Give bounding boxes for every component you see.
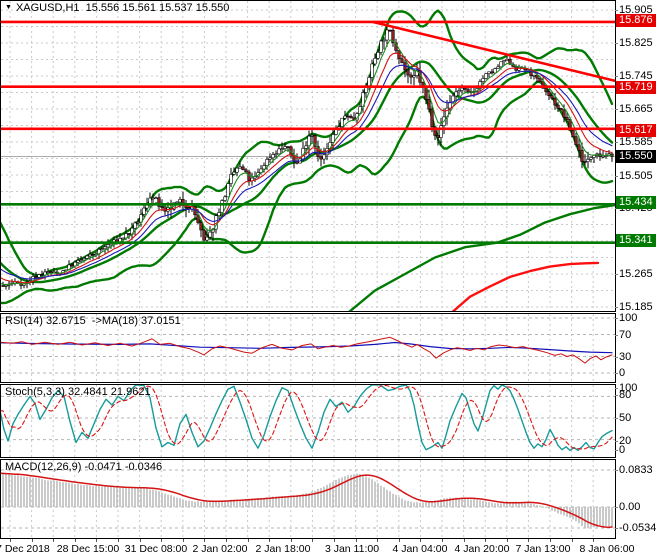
scale-label: 30 <box>614 351 632 363</box>
time-axis-tick <box>463 539 465 542</box>
time-axis-label: 4 Jan 20:00 <box>454 543 510 555</box>
scale-label: 100 <box>614 312 638 324</box>
time-axis-tick <box>420 539 422 542</box>
price-scale[interactable]: 15.905 15.825 15.745 15.665 15.585 15.505 15.4… <box>614 0 660 539</box>
time-axis-tick <box>139 539 141 542</box>
scale-label: 15.505 <box>615 170 653 182</box>
scale-label: 50 <box>614 412 632 424</box>
scale-label: 15.825 <box>615 37 653 49</box>
price-badge-resistance: 15.876 <box>616 13 656 27</box>
time-axis-label: 28 Dec 15:00 <box>56 543 120 555</box>
scale-label: 15.185 <box>615 301 653 313</box>
time-axis-tick <box>550 539 551 542</box>
time-axis-label: 2 Jan 02:00 <box>192 543 248 555</box>
scale-label: 0.00 <box>614 501 641 513</box>
time-axis-tick <box>31 539 33 542</box>
scale-label: 70 <box>614 329 632 341</box>
scale-label: 0.0833 <box>615 464 653 476</box>
stochastic-panel-chart[interactable] <box>0 384 616 458</box>
scale-label: 0 <box>614 367 626 379</box>
time-axis-tick <box>312 539 314 542</box>
time-axis-tick <box>269 539 271 542</box>
time-axis-tick <box>355 539 357 542</box>
scale-label: 15.265 <box>615 268 653 280</box>
price-badge-support: 15.341 <box>616 233 656 247</box>
time-axis-label: 3 Jan 11:00 <box>324 543 380 555</box>
time-axis-tick <box>118 539 119 542</box>
rsi-label: RSI(14) 32.6715 ->MA(18) 37.0151 <box>5 315 181 327</box>
time-axis-tick <box>74 539 76 542</box>
time-axis-tick <box>204 539 206 542</box>
price-badge-resistance: 15.617 <box>616 123 656 137</box>
time-axis-label: 2 Jan 18:00 <box>255 543 311 555</box>
scale-label: 15.585 <box>615 136 653 148</box>
time-axis-tick <box>161 539 163 542</box>
time-axis-tick <box>485 539 487 542</box>
main-price-chart[interactable] <box>0 0 616 312</box>
time-axis-tick <box>506 539 508 542</box>
macd-panel-chart[interactable] <box>0 459 616 539</box>
time-axis-tick <box>528 539 530 542</box>
scale-label: 15.665 <box>615 103 653 115</box>
time-axis-tick <box>247 539 249 542</box>
scale-label: -0.0534 <box>614 522 657 534</box>
time-axis-label: 31 Dec 08:00 <box>124 543 188 555</box>
price-badge-resistance: 15.719 <box>616 80 656 94</box>
scale-label: 100 <box>614 382 638 394</box>
scale-label: 15.745 <box>615 70 653 82</box>
time-axis-tick <box>53 539 55 542</box>
time-axis-tick <box>10 539 11 542</box>
scale-label: 80 <box>614 389 632 401</box>
time-axis-label: 27 Dec 2018 <box>0 543 50 555</box>
time-axis-tick <box>593 539 595 542</box>
time-axis-tick <box>398 539 400 542</box>
scale-label: 0 <box>614 444 626 456</box>
rsi-panel-chart[interactable] <box>0 313 616 383</box>
symbol-title: ▼ XAGUSD,H1 15.556 15.561 15.537 15.550 <box>5 2 229 14</box>
time-axis-tick <box>96 539 98 542</box>
time-axis-tick <box>226 539 227 542</box>
time-axis-tick <box>571 539 573 542</box>
time-axis-label: 7 Jan 13:00 <box>515 543 571 555</box>
scale-label: 15.905 <box>615 4 653 16</box>
price-badge-support: 15.434 <box>616 195 656 209</box>
time-axis-tick <box>334 539 335 542</box>
scale-label: 20 <box>614 435 632 447</box>
symbol-quote-text: XAGUSD,H1 15.556 15.561 15.537 15.550 <box>15 2 230 14</box>
time-axis-tick <box>182 539 184 542</box>
macd-label: MACD(12,26,9) -0.0471 -0.0346 <box>5 461 163 473</box>
price-badge-current: 15.550 <box>616 149 656 163</box>
time-axis-tick <box>290 539 292 542</box>
time-axis[interactable]: 27 Dec 2018 28 Dec 15:00 31 Dec 08:00 2 Jan… <box>0 539 660 560</box>
symbol-dropdown-icon[interactable]: ▼ <box>5 4 12 11</box>
time-axis-tick <box>442 539 443 542</box>
time-axis-label: 4 Jan 04:00 <box>392 543 448 555</box>
time-axis-tick <box>377 539 379 542</box>
stochastic-label: Stoch(5,3,3) 32.4841 21.9621 <box>5 386 151 398</box>
time-axis-label: 8 Jan 06:00 <box>579 543 635 555</box>
